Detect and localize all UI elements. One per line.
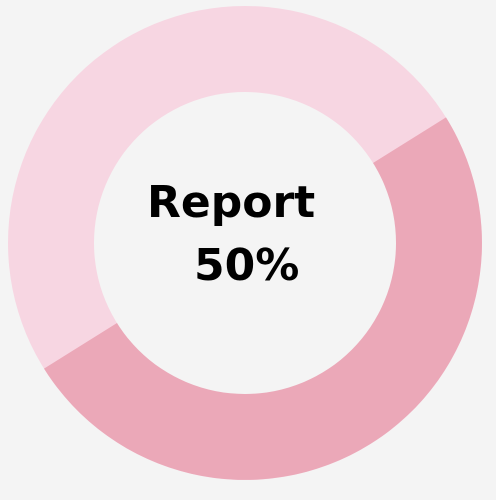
progress-center-hole: [94, 92, 396, 394]
